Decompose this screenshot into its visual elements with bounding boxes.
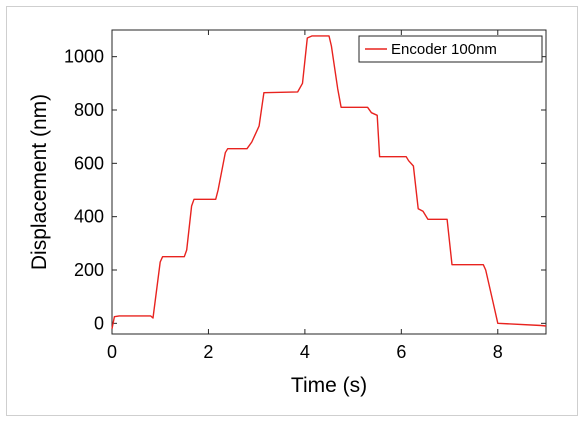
x-tick-label: 6: [396, 342, 406, 362]
y-tick-label: 600: [74, 153, 104, 173]
y-axis-title: Displacement (nm): [28, 94, 51, 270]
y-tick-label: 200: [74, 260, 104, 280]
plot-frame: [111, 29, 547, 335]
legend-box: [358, 35, 543, 63]
y-axis: 0 200 400 600 800 1000: [64, 47, 546, 333]
x-tick-label: 0: [107, 342, 117, 362]
y-tick-label: 0: [94, 313, 104, 333]
x-tick-label: 4: [300, 342, 310, 362]
legend-label: Encoder 100nm: [391, 41, 497, 58]
y-tick-label: 1000: [64, 47, 104, 67]
x-tick-label: 2: [203, 342, 213, 362]
series-line: [111, 35, 547, 329]
y-tick-label: 400: [74, 207, 104, 227]
x-axis-title: Time (s): [291, 374, 367, 397]
series-layer: [111, 35, 547, 329]
legend: Encoder 100nm: [358, 35, 543, 63]
y-tick-label: 800: [74, 100, 104, 120]
plot-area: [111, 29, 547, 335]
x-axis: 0 2 4 6 8: [107, 30, 503, 362]
x-tick-label: 8: [493, 342, 503, 362]
figure-frame: [6, 6, 578, 416]
